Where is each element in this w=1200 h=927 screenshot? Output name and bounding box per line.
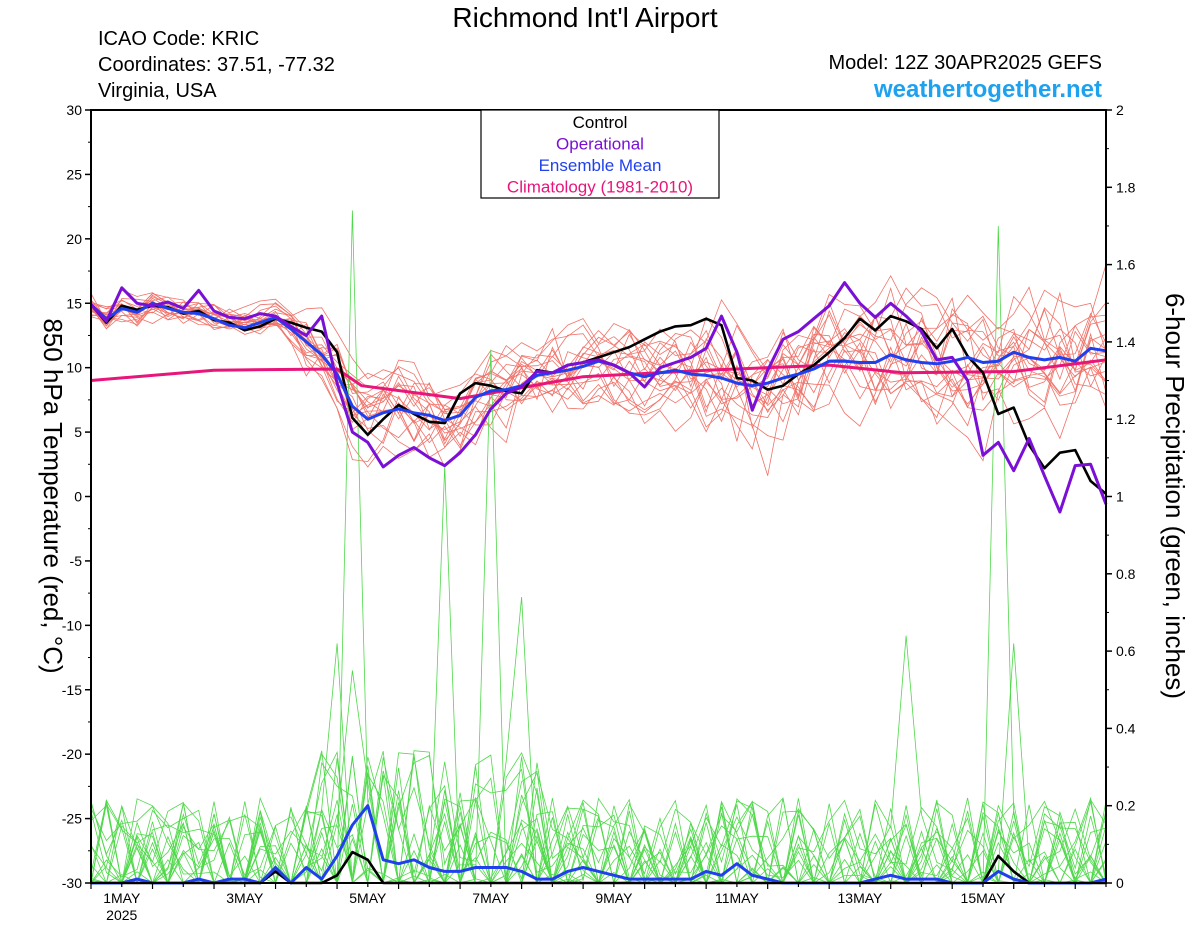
legend: Control Operational Ensemble Mean Climatolo…	[480, 109, 720, 199]
y-tick-label: -30	[62, 875, 82, 891]
y2-tick-label: 1.6	[1116, 257, 1136, 273]
y2-tick-label: 0.8	[1116, 566, 1136, 582]
x-tick-label: 11MAY	[715, 890, 759, 906]
region: Virginia, USA	[98, 80, 217, 102]
ensemble-member-temp-line	[90, 291, 1107, 418]
x-tick-label: 5MAY	[349, 890, 387, 906]
ensemble-member-temp-line	[90, 301, 1107, 462]
ensemble-member-precip-line	[91, 643, 1107, 885]
x-tick-label: 7MAY	[472, 890, 510, 906]
ensemble-member-precip-line	[90, 790, 1107, 885]
y2-tick-label: 0	[1116, 875, 1124, 891]
legend-box	[480, 109, 720, 199]
series-group	[89, 281, 1108, 885]
y2-tick-label: 1	[1116, 489, 1124, 505]
ensemble-member-temp-line	[90, 264, 1107, 431]
y2-tick-label: 1.4	[1116, 334, 1136, 350]
y-tick-label: 0	[74, 489, 82, 505]
legend-entry: Ensemble Mean	[539, 156, 662, 175]
y-tick-label: 25	[66, 166, 82, 182]
y-tick-label: -5	[70, 553, 83, 569]
y-tick-label: -25	[62, 811, 82, 827]
ensemble-member-temp-line	[90, 293, 1107, 468]
y-tick-label: -10	[62, 617, 82, 633]
model-run: Model: 12Z 30APR2025 GEFS	[828, 52, 1102, 74]
x-tick-label: 13MAY	[838, 890, 884, 906]
legend-entry: Operational	[556, 135, 644, 154]
ensemble-member-precip-line	[90, 762, 1107, 885]
y2-tick-label: 1.8	[1116, 179, 1136, 195]
icao-code: ICAO Code: KRIC	[98, 28, 260, 50]
y2-tick-label: 1.2	[1116, 411, 1136, 427]
legend-entry: Control	[573, 113, 628, 132]
y2-tick-label: 0.6	[1116, 643, 1136, 659]
chart-title: Richmond Int'l Airport	[452, 2, 718, 33]
ensemble-member-temp-line	[90, 306, 1107, 443]
axes-group: 302520151050-5-10-15-20-25-3021.81.61.41…	[62, 102, 1136, 923]
y2-tick-label: 0.4	[1116, 720, 1136, 736]
x-tick-label: 15MAY	[961, 890, 1007, 906]
y2-axis-label: 6-hour Precipitation (green, inches)	[1160, 293, 1190, 699]
y2-tick-label: 0.2	[1116, 798, 1136, 814]
x-tick-sublabel: 2025	[106, 907, 137, 923]
legend-entry: Climatology (1981-2010)	[507, 178, 693, 197]
y2-tick-label: 2	[1116, 102, 1124, 118]
x-tick-label: 3MAY	[226, 890, 264, 906]
y-tick-label: -15	[62, 682, 82, 698]
climatology-line	[90, 358, 1107, 401]
y-tick-label: 20	[66, 231, 82, 247]
y-tick-label: 15	[66, 295, 82, 311]
control-temp-line	[90, 303, 1107, 495]
site-link[interactable]: weathertogether.net	[873, 76, 1102, 103]
ensemble-member-temp-line	[90, 274, 1107, 463]
y-axis-label: 850 hPa Temperature (red, °C)	[38, 318, 68, 673]
ensemble-member-precip-line	[90, 349, 1107, 885]
y-tick-label: 10	[66, 360, 82, 376]
y-tick-label: 30	[66, 102, 82, 118]
x-tick-label: 1MAY	[103, 890, 141, 906]
coordinates: Coordinates: 37.51, -77.32	[98, 54, 335, 76]
ensemble-member-precip-line	[90, 643, 1107, 885]
x-tick-label: 9MAY	[595, 890, 633, 906]
plot-frame	[90, 109, 1107, 884]
y-tick-label: 5	[74, 424, 82, 440]
y-tick-label: -20	[62, 746, 82, 762]
operational-temp-line	[89, 281, 1108, 514]
ensemble-member-temp-line	[90, 297, 1107, 428]
